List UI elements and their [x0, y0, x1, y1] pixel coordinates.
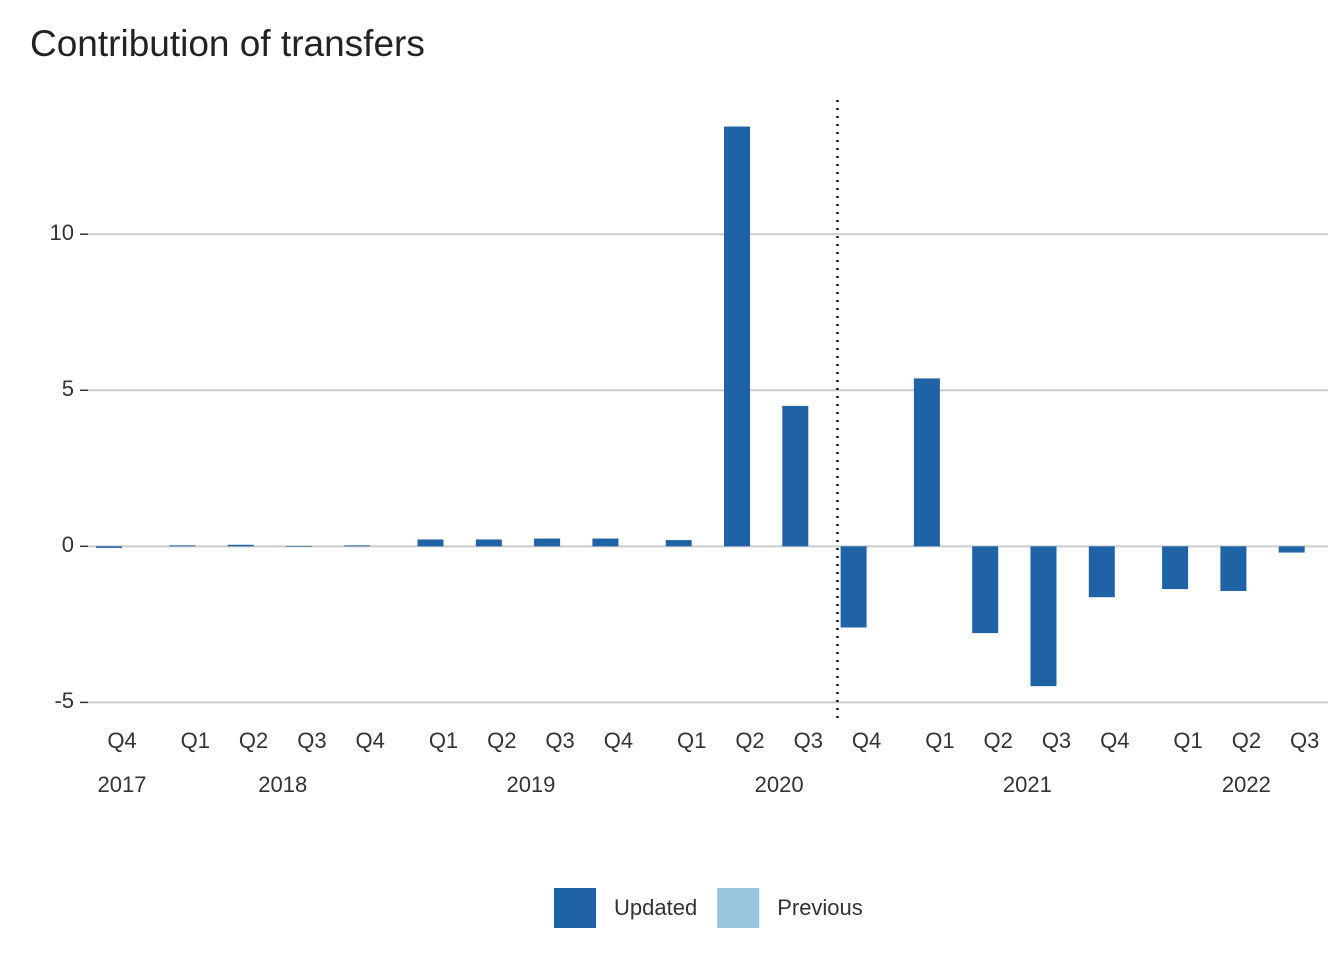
x-group-label: 2021	[1003, 772, 1052, 797]
x-group-label: 2017	[98, 772, 147, 797]
y-tick-label: -5	[54, 688, 74, 713]
legend-label: Updated	[614, 895, 697, 920]
legend-swatch	[554, 888, 596, 928]
bar	[913, 378, 940, 547]
x-tick-label: Q2	[984, 728, 1013, 753]
y-tick-label: 0	[62, 532, 74, 557]
bar	[1162, 546, 1189, 590]
bar	[227, 544, 254, 547]
bar	[665, 540, 692, 547]
x-group-label: 2019	[506, 772, 555, 797]
bar	[782, 405, 809, 547]
x-tick-label: Q4	[107, 728, 136, 753]
x-tick-label: Q2	[1232, 728, 1261, 753]
x-tick-label: Q2	[487, 728, 516, 753]
bar	[475, 539, 502, 547]
x-group-label: 2022	[1222, 772, 1271, 797]
x-tick-label: Q1	[677, 728, 706, 753]
x-group-label: 2020	[755, 772, 804, 797]
x-tick-label: Q4	[604, 728, 633, 753]
bar	[96, 546, 122, 548]
bar	[534, 538, 561, 547]
bar	[1088, 546, 1115, 598]
x-tick-label: Q3	[1290, 728, 1319, 753]
y-tick-label: 5	[62, 376, 74, 401]
x-tick-label: Q3	[545, 728, 574, 753]
x-tick-label: Q2	[239, 728, 268, 753]
bar	[285, 546, 312, 547]
bar	[724, 126, 750, 547]
bar	[1220, 546, 1247, 591]
x-tick-label: Q3	[794, 728, 823, 753]
x-tick-label: Q4	[852, 728, 881, 753]
bar	[840, 546, 867, 628]
bar	[972, 546, 999, 634]
bar	[344, 545, 371, 547]
chart-title: Contribution of transfers	[30, 23, 425, 64]
bar	[169, 545, 196, 547]
x-tick-label: Q4	[1100, 728, 1129, 753]
legend-label: Previous	[777, 895, 863, 920]
x-tick-label: Q3	[1042, 728, 1071, 753]
x-tick-label: Q1	[181, 728, 210, 753]
x-tick-label: Q1	[925, 728, 954, 753]
bar	[1030, 546, 1057, 687]
x-tick-label: Q1	[429, 728, 458, 753]
bar	[592, 538, 619, 547]
legend-swatch	[717, 888, 760, 928]
y-tick-label: 10	[50, 220, 74, 245]
x-tick-label: Q4	[356, 728, 385, 753]
x-tick-label: Q3	[297, 728, 326, 753]
x-group-label: 2018	[258, 772, 307, 797]
bar	[417, 539, 444, 547]
x-tick-label: Q1	[1173, 728, 1202, 753]
x-tick-label: Q2	[735, 728, 764, 753]
bar	[1278, 546, 1305, 553]
